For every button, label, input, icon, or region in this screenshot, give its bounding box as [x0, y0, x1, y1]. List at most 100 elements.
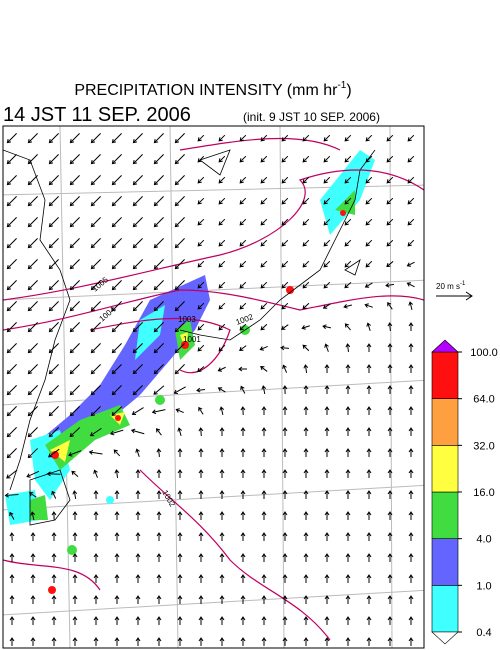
- wind-arrow: [365, 197, 373, 205]
- wind-arrow: [282, 427, 288, 436]
- wind-arrow: [27, 154, 38, 165]
- wind-arrow: [260, 281, 268, 289]
- wind-arrow: [9, 616, 15, 625]
- wind-arrow: [407, 134, 415, 142]
- wind-arrow: [48, 196, 59, 207]
- wind-arrow: [386, 176, 394, 184]
- wind-arrow: [323, 176, 331, 184]
- wind-arrow: [323, 281, 331, 289]
- wind-arrow: [174, 364, 185, 375]
- wind-arrow: [324, 532, 330, 541]
- wind-arrow: [345, 532, 351, 541]
- title: PRECIPITATION INTENSITY (mm hr-1): [74, 80, 351, 99]
- wind-arrow: [132, 133, 143, 144]
- wind-arrow: [408, 364, 414, 373]
- colorbar-tick-label: 0.4: [476, 627, 491, 639]
- wind-arrow: [303, 427, 309, 436]
- wind-arrow: [177, 469, 183, 478]
- wind-arrow: [303, 511, 309, 520]
- wind-arrow: [408, 343, 414, 352]
- wind-arrow: [114, 553, 120, 562]
- wind-arrow: [302, 281, 310, 289]
- wind-arrow: [48, 217, 59, 228]
- map-frame: [2, 125, 425, 649]
- wind-arrow: [261, 406, 267, 415]
- wind-arrow: [197, 176, 205, 184]
- wind-arrow: [197, 155, 205, 163]
- wind-arrow: [135, 637, 141, 646]
- wind-arrow: [30, 532, 36, 541]
- wind-arrow: [407, 176, 415, 184]
- wind-arrow: [72, 574, 78, 583]
- wind-arrow: [156, 574, 162, 583]
- wind-arrow: [174, 175, 185, 186]
- wind-arrow: [198, 427, 204, 437]
- wind-arrow: [90, 364, 101, 375]
- wind-arrow: [9, 553, 15, 562]
- wind-arrow: [197, 239, 205, 247]
- wind-arrow: [365, 176, 373, 184]
- wind-arrow: [156, 490, 162, 499]
- wind-arrow: [386, 197, 394, 205]
- colorbar-tick-label: 1.0: [476, 580, 491, 592]
- wind-arrow: [240, 385, 246, 394]
- wind-arrow: [302, 260, 310, 268]
- wind-arrow: [135, 469, 141, 479]
- colorbar-tick-label: 64.0: [473, 394, 494, 406]
- wind-arrow: [260, 366, 268, 372]
- wind-arrow: [345, 616, 351, 625]
- wind-arrow: [72, 511, 78, 520]
- wind-arrow: [156, 637, 162, 646]
- wind-arrow: [197, 260, 205, 268]
- wind-arrow: [408, 574, 414, 583]
- wind-arrow: [197, 281, 205, 289]
- colorbar-band: [431, 491, 459, 539]
- wind-arrow: [48, 238, 59, 249]
- wind-arrow: [406, 282, 415, 288]
- wind-arrow: [9, 511, 15, 520]
- wind-arrow: [281, 176, 289, 184]
- wind-arrow: [156, 428, 162, 436]
- wind-arrow: [345, 595, 351, 604]
- colorbar-tick-label: 100.0: [470, 347, 498, 359]
- wind-arrow: [260, 302, 268, 310]
- wind-arrow: [132, 385, 143, 396]
- wind-arrow: [72, 532, 78, 541]
- wind-arrow: [345, 511, 351, 520]
- wind-arrow: [260, 239, 268, 247]
- wind-arrow: [90, 217, 101, 228]
- wind-arrow: [93, 532, 99, 541]
- wind-arrow: [240, 406, 246, 416]
- wind-arrow: [260, 176, 268, 184]
- wind-arrow: [71, 470, 79, 477]
- wind-arrow: [302, 176, 310, 184]
- wind-arrow: [198, 406, 204, 415]
- wind-arrow: [69, 154, 80, 165]
- wind-arrow: [322, 303, 331, 309]
- wind-arrow: [345, 364, 351, 373]
- wind-arrow: [261, 532, 267, 541]
- wind-arrow: [6, 343, 17, 354]
- wind-arrow: [48, 385, 59, 396]
- wind-arrow: [109, 429, 124, 436]
- wind-arrow: [153, 364, 164, 375]
- wind-arrow: [303, 553, 309, 562]
- wind-arrow: [345, 490, 351, 499]
- wind-arrow: [6, 385, 17, 396]
- wind-arrow: [387, 637, 393, 646]
- wind-arrow: [48, 154, 59, 165]
- wind-arrow: [130, 428, 145, 435]
- wind-arrow: [344, 239, 352, 247]
- wind-arrow: [217, 366, 226, 372]
- wind-arrow: [111, 406, 123, 416]
- wind-arrow: [387, 469, 393, 478]
- title-exponent: -1: [337, 80, 346, 91]
- wind-arrow: [30, 616, 36, 625]
- wind-arrow: [345, 385, 351, 394]
- wind-arrow: [261, 490, 267, 499]
- wind-arrow: [366, 385, 372, 394]
- wind-arrow: [386, 239, 394, 247]
- wind-arrow: [281, 218, 289, 226]
- wind-arrow: [261, 469, 267, 478]
- wind-arrow: [111, 196, 122, 207]
